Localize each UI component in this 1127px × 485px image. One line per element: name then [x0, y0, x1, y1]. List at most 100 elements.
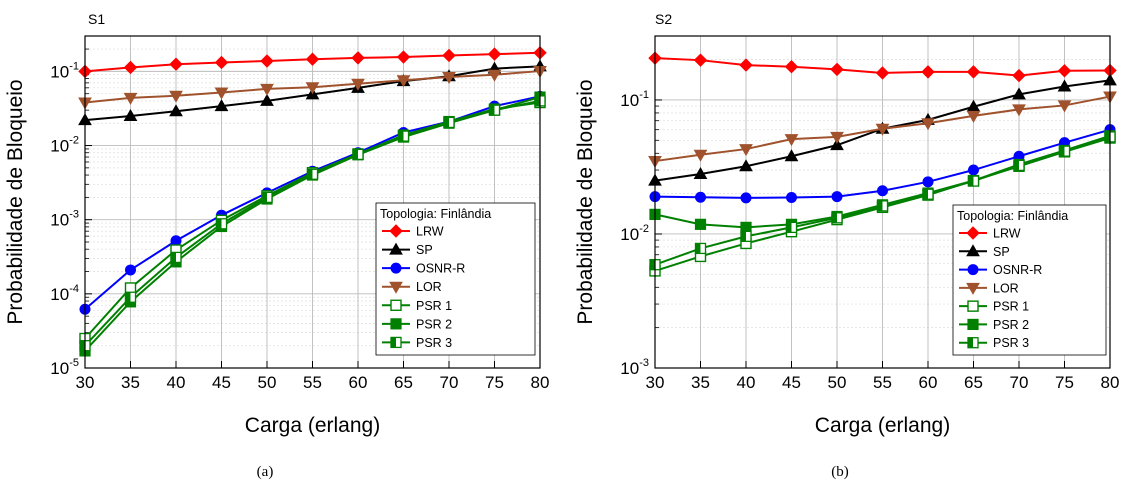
- data-point-a: [487, 47, 502, 61]
- data-point-b: [740, 230, 752, 242]
- data-point-b-fill: [1059, 146, 1065, 157]
- data-point-b: [876, 200, 889, 212]
- legend-marker-b: [967, 337, 979, 349]
- legend-marker-b-fill: [968, 337, 973, 348]
- data-point-b-fill: [695, 243, 701, 254]
- y-tick-label-b: 10-3: [620, 357, 649, 378]
- data-point-b-fill: [968, 176, 974, 187]
- x-tick-label-a: 30: [76, 373, 95, 392]
- legend-marker-b: [967, 318, 979, 331]
- data-point-a: [260, 93, 274, 106]
- data-point-b: [1013, 159, 1025, 172]
- y-tick-exponent-a: -5: [69, 357, 79, 369]
- data-point-b-fill: [877, 200, 883, 211]
- data-point-b: [785, 221, 798, 234]
- legend-marker-a: [389, 281, 403, 294]
- legend-label-a: PSR 3: [416, 336, 452, 350]
- data-point-b-fill: [650, 259, 655, 270]
- x-tick-label-b: 35: [691, 373, 710, 392]
- data-point-a: [123, 60, 138, 75]
- x-tick-label-a: 45: [212, 373, 231, 392]
- x-tick-label-b: 45: [782, 373, 801, 392]
- data-point-b: [784, 60, 799, 74]
- x-tick-label-b: 75: [1055, 373, 1074, 392]
- legend-label-a: PSR 1: [416, 299, 452, 313]
- x-tick-label-b: 65: [964, 373, 983, 392]
- data-point-b: [740, 192, 752, 204]
- x-tick-label-b: 55: [873, 373, 892, 392]
- data-point-a-fill: [80, 340, 85, 351]
- y-tick-base-b: 10: [620, 359, 639, 378]
- data-point-b: [1057, 100, 1072, 113]
- data-point-a: [169, 104, 183, 117]
- y-tick-base-b: 10: [620, 225, 639, 244]
- legend-label-b: PSR 1: [993, 300, 1029, 314]
- data-point-b: [966, 110, 981, 123]
- x-tick-label-b: 80: [1101, 373, 1120, 392]
- y-tick-label-a: 10-5: [50, 357, 79, 378]
- data-point-b: [875, 66, 890, 80]
- legend-label-b: SP: [993, 245, 1010, 259]
- x-tick-label-a: 55: [303, 373, 322, 392]
- data-point-b: [831, 212, 843, 224]
- legend-label-b: LOR: [993, 281, 1019, 295]
- legend-marker-a: [390, 318, 402, 330]
- data-point-b: [921, 65, 935, 79]
- y-axis-label-b: Probabilidade de Bloqueio: [574, 79, 597, 324]
- y-tick-exponent-b: -1: [639, 89, 649, 101]
- data-point-a: [396, 50, 411, 64]
- data-point-a: [214, 99, 229, 112]
- data-point-a-fill: [444, 117, 449, 128]
- legend-marker-a: [389, 242, 403, 255]
- data-point-b: [739, 159, 753, 172]
- data-point-a: [442, 71, 456, 85]
- data-point-b-fill: [741, 231, 746, 242]
- x-tick-label-a: 40: [167, 373, 186, 392]
- data-point-a: [442, 48, 456, 63]
- data-point-b-fill: [923, 189, 928, 200]
- legend-marker-a: [389, 224, 403, 238]
- legend-marker-a: [390, 262, 402, 274]
- data-point-a: [261, 191, 273, 204]
- data-point-a: [125, 264, 136, 276]
- data-point-b: [1012, 104, 1026, 117]
- data-point-b-fill: [832, 212, 837, 223]
- series-b-psr-3: [649, 131, 1116, 271]
- y-tick-base-b: 10: [620, 91, 639, 110]
- data-point-b: [1058, 145, 1071, 157]
- caption-a: (a): [257, 464, 274, 480]
- legend-label-b: LRW: [993, 227, 1021, 241]
- data-point-b: [693, 53, 708, 67]
- legend-marker-a: [390, 299, 402, 311]
- data-point-b: [695, 191, 706, 203]
- x-tick-label-a: 75: [485, 373, 504, 392]
- x-axis-label-b: Carga (erlang): [815, 414, 950, 437]
- x-tick-label-b: 30: [646, 373, 665, 392]
- x-tick-label-b: 60: [919, 373, 938, 392]
- x-tick-label-b: 50: [828, 373, 847, 392]
- chart-panel-a: 10-510-410-310-210-130 35 40 45 50 55 60 65 70 75…: [4, 11, 549, 437]
- y-tick-label-a: 10-2: [50, 135, 79, 156]
- legend-marker-b: [967, 264, 979, 276]
- caption-b: (b): [831, 464, 849, 480]
- data-point-b: [830, 62, 844, 77]
- data-point-b: [830, 131, 844, 144]
- chart-title-b: S2: [655, 11, 672, 27]
- data-point-b: [922, 188, 934, 200]
- legend-box-a: [375, 202, 536, 356]
- data-point-b: [1057, 64, 1072, 78]
- legend-label-a: SP: [416, 243, 433, 257]
- data-point-a: [169, 57, 183, 71]
- legend-label-a: LRW: [416, 225, 444, 239]
- data-point-a: [305, 82, 320, 95]
- plot-frame-a: [84, 35, 541, 369]
- data-point-b: [921, 118, 935, 131]
- data-point-a-fill: [125, 292, 131, 303]
- x-tick-label-a: 65: [394, 373, 413, 392]
- y-tick-exponent-a: -4: [69, 283, 79, 295]
- legend-label-a: OSNR-R: [416, 262, 465, 276]
- data-point-a: [123, 109, 138, 122]
- data-point-a: [488, 104, 501, 116]
- data-point-a: [124, 282, 137, 294]
